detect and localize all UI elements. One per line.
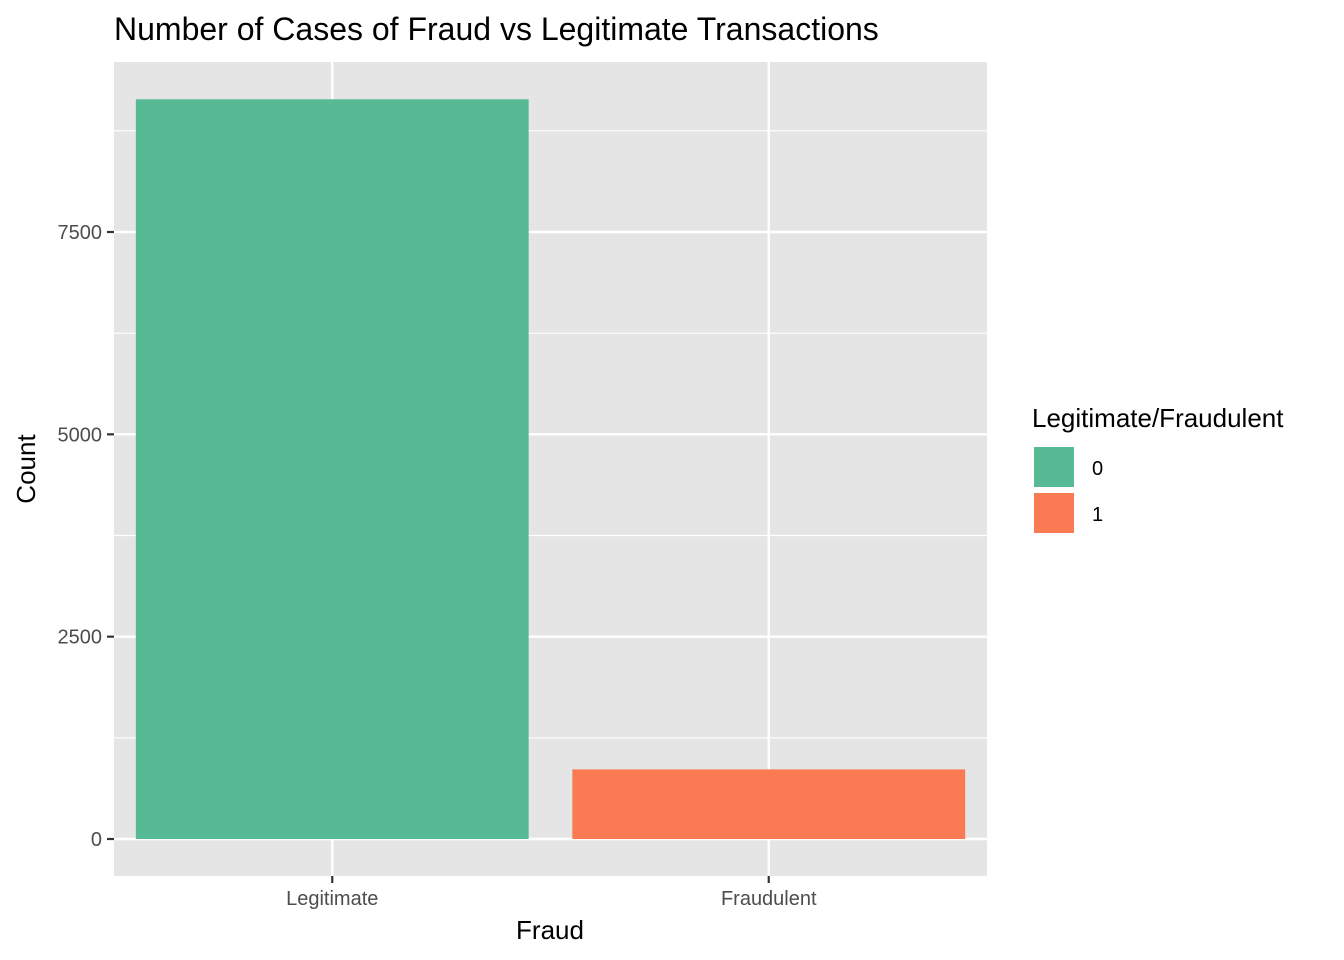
legend-label: 0 bbox=[1092, 458, 1103, 480]
y-axis: 0 2500 5000 7500 bbox=[58, 222, 114, 851]
legend-label: 1 bbox=[1092, 504, 1103, 526]
legend-swatch bbox=[1034, 493, 1074, 533]
chart-title: Number of Cases of Fraud vs Legitimate T… bbox=[114, 11, 879, 47]
x-tick-label: Legitimate bbox=[286, 888, 378, 910]
x-axis-title: Fraud bbox=[516, 915, 584, 945]
y-tick-label: 5000 bbox=[58, 424, 103, 446]
bar-fraudulent bbox=[572, 769, 966, 839]
y-axis-title: Count bbox=[11, 434, 41, 504]
bars bbox=[135, 99, 966, 839]
x-axis: Legitimate Fraudulent bbox=[286, 876, 817, 910]
y-tick-label: 2500 bbox=[58, 627, 103, 649]
bar-legitimate bbox=[135, 99, 529, 839]
legend: Legitimate/Fraudulent 0 1 bbox=[1032, 403, 1284, 535]
x-tick-label: Fraudulent bbox=[721, 888, 817, 910]
legend-title: Legitimate/Fraudulent bbox=[1032, 403, 1284, 433]
legend-swatch bbox=[1034, 447, 1074, 487]
y-tick-label: 7500 bbox=[58, 222, 103, 244]
y-tick-label: 0 bbox=[91, 829, 102, 851]
